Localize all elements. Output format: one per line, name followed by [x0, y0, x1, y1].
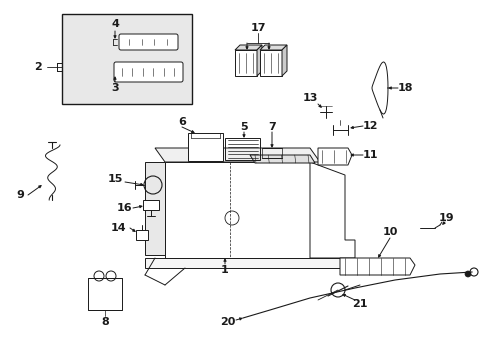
Text: 9: 9 [16, 190, 24, 200]
Polygon shape [235, 50, 257, 76]
Bar [136, 230, 148, 240]
Text: 20: 20 [220, 317, 235, 327]
Text: 8: 8 [101, 317, 109, 327]
Polygon shape [235, 45, 262, 50]
Polygon shape [282, 45, 286, 76]
Text: 18: 18 [396, 83, 412, 93]
Bar [142, 200, 159, 210]
Circle shape [464, 271, 470, 277]
Polygon shape [164, 162, 309, 258]
Text: 2: 2 [34, 62, 42, 72]
Polygon shape [309, 162, 354, 258]
Text: 11: 11 [362, 150, 377, 160]
Text: 5: 5 [240, 122, 247, 132]
Text: 7: 7 [267, 122, 275, 132]
Text: 1: 1 [221, 265, 228, 275]
Text: 4: 4 [111, 19, 119, 29]
Polygon shape [260, 50, 282, 76]
Polygon shape [317, 148, 351, 165]
Bar [62, 14, 192, 104]
Polygon shape [155, 148, 319, 162]
FancyBboxPatch shape [114, 62, 183, 82]
Text: 15: 15 [107, 174, 122, 184]
Bar [88, 278, 122, 310]
Polygon shape [145, 258, 389, 268]
Text: 19: 19 [437, 213, 453, 223]
Text: 16: 16 [116, 203, 132, 213]
Text: 13: 13 [302, 93, 317, 103]
Text: 21: 21 [351, 299, 367, 309]
Text: 17: 17 [250, 23, 265, 33]
Text: 10: 10 [382, 227, 397, 237]
Text: 14: 14 [110, 223, 125, 233]
Polygon shape [260, 45, 286, 50]
Polygon shape [187, 133, 223, 161]
Polygon shape [257, 45, 262, 76]
Polygon shape [145, 162, 164, 255]
Text: 6: 6 [178, 117, 185, 127]
Text: 3: 3 [111, 83, 119, 93]
Polygon shape [339, 258, 414, 275]
Text: 12: 12 [362, 121, 377, 131]
Polygon shape [249, 155, 314, 163]
FancyBboxPatch shape [119, 34, 178, 50]
